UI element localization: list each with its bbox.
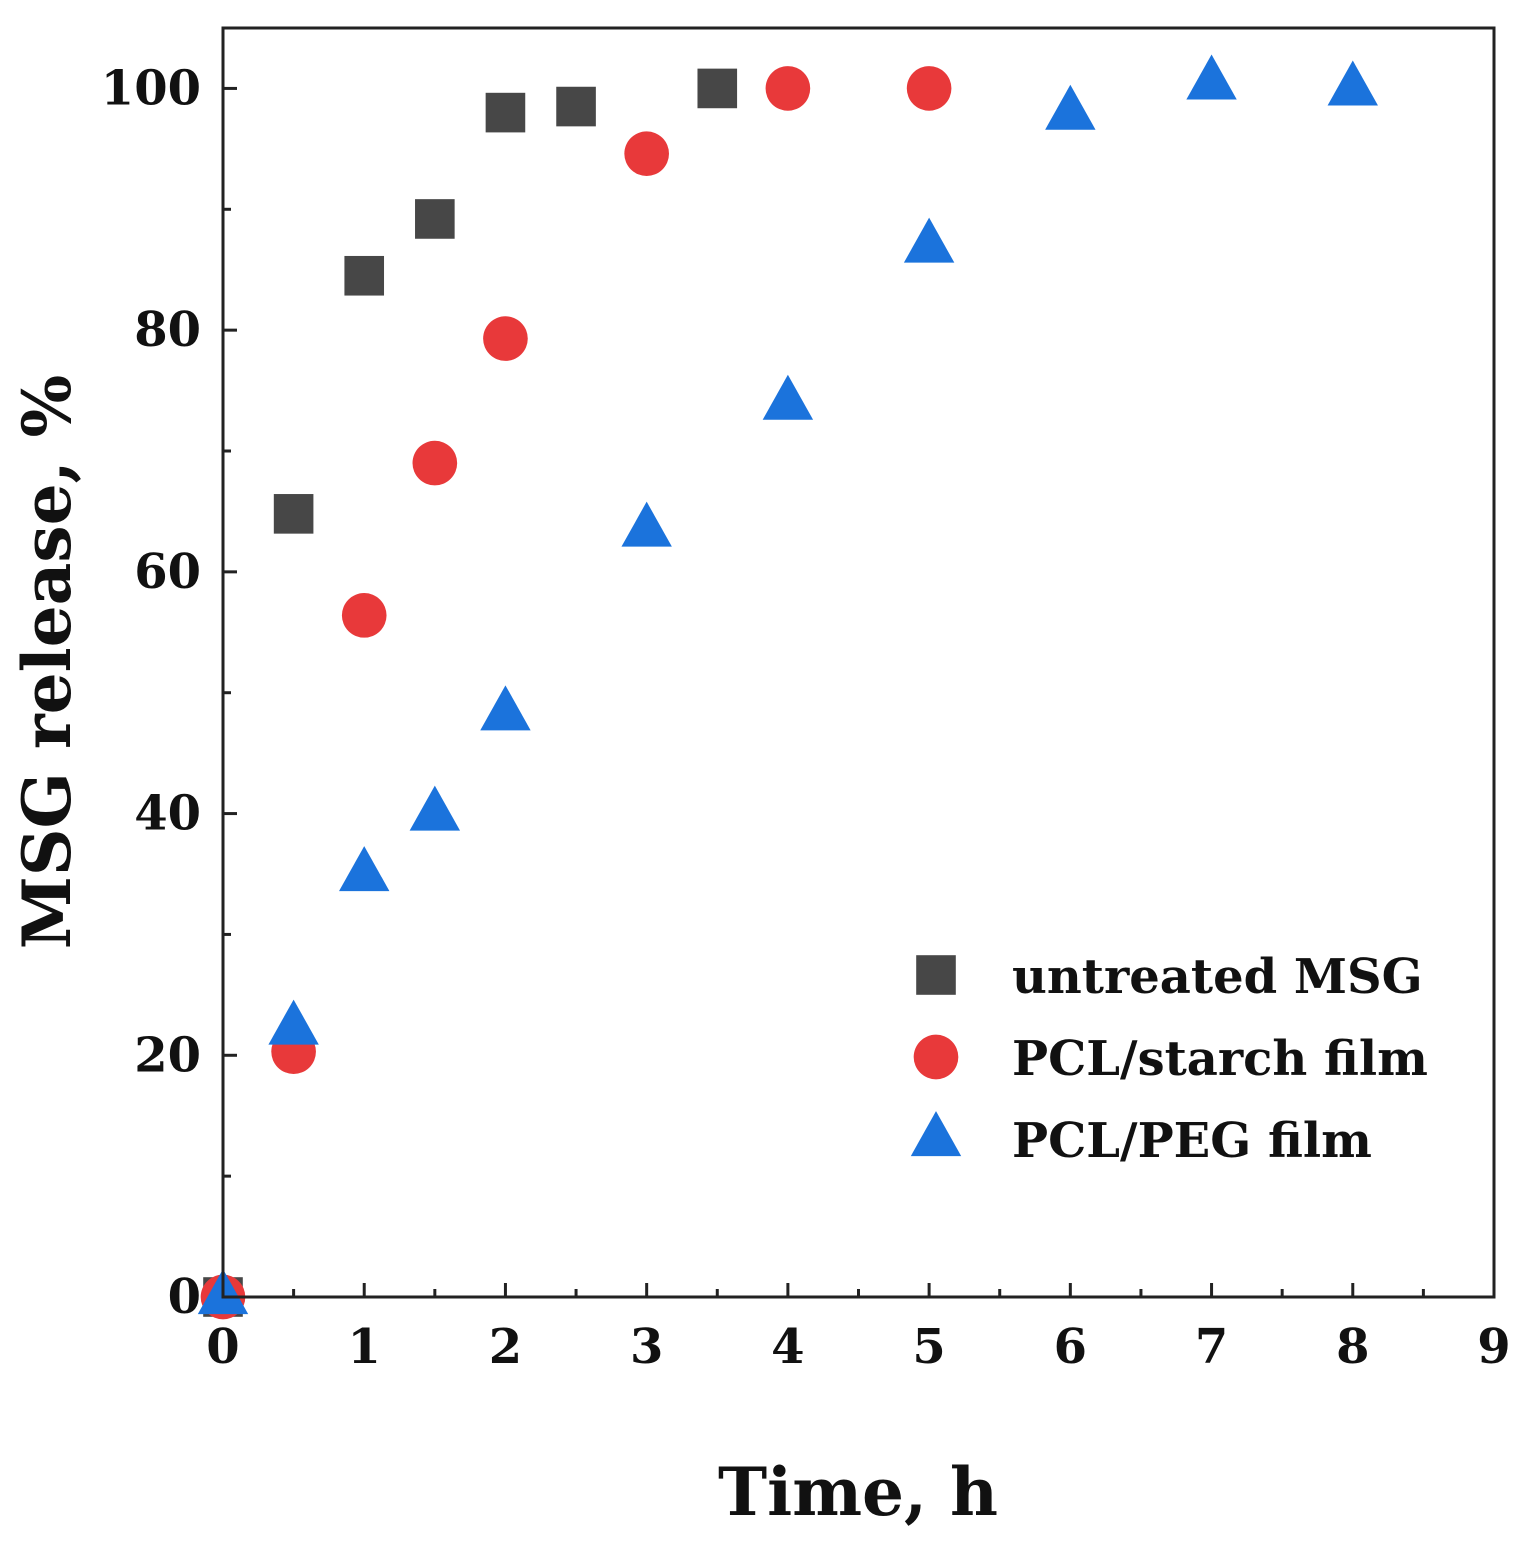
x-tick-label: 2 (489, 1319, 522, 1375)
x-tick-label: 6 (1054, 1319, 1087, 1375)
x-tick-label: 5 (912, 1319, 945, 1375)
x-tick-label: 4 (771, 1319, 804, 1375)
y-tick-label: 20 (134, 1027, 201, 1083)
x-tick-label: 8 (1336, 1319, 1369, 1375)
y-tick-label: 0 (168, 1269, 201, 1325)
data-point-triangle (339, 846, 390, 892)
x-axis-title: Time, h (718, 1453, 998, 1531)
y-tick-label: 40 (134, 786, 201, 842)
legend-label: PCL/starch film (1012, 1031, 1428, 1087)
y-axis-title: MSG release, % (8, 375, 86, 949)
x-tick-label: 7 (1195, 1319, 1228, 1375)
x-tick-label: 3 (630, 1319, 663, 1375)
data-point-triangle (762, 374, 814, 420)
data-point-square (556, 86, 596, 127)
series-triangle (197, 54, 1378, 1315)
data-point-circle (765, 66, 811, 111)
y-tick-label: 60 (134, 544, 201, 600)
data-point-square (485, 92, 526, 133)
data-point-triangle (1045, 84, 1096, 130)
legend-marker-square (916, 955, 956, 995)
data-point-circle (624, 131, 669, 177)
ticks-layer: 0 1 2 3 4 5 6 7 8 9 0 20 40 60 80 100 (101, 60, 1511, 1375)
data-point-triangle (903, 217, 955, 263)
data-point-triangle (1327, 60, 1378, 106)
y-tick-label: 100 (101, 60, 201, 116)
data-point-triangle (480, 685, 531, 731)
x-tick-label: 9 (1477, 1319, 1510, 1375)
data-point-circle (341, 593, 387, 638)
x-tick-label: 0 (206, 1319, 239, 1375)
data-point-circle (906, 66, 952, 111)
data-point-triangle (268, 999, 319, 1045)
legend-marker-circle (913, 1034, 959, 1080)
legend-marker-triangle (910, 1111, 962, 1157)
data-point-square (697, 68, 738, 109)
legend-label: untreated MSG (1012, 949, 1423, 1005)
y-tick-label: 80 (134, 302, 201, 358)
data-point-circle (483, 316, 528, 361)
legend-label: PCL/PEG film (1012, 1113, 1372, 1169)
data-point-triangle (409, 785, 461, 831)
series-layer (197, 54, 1378, 1320)
data-point-square (344, 255, 385, 296)
data-point-square (415, 199, 455, 239)
data-point-square (273, 494, 314, 534)
legend: untreated MSG PCL/starch film PCL/PEG film (910, 949, 1428, 1169)
x-tick-label: 1 (348, 1319, 381, 1375)
data-point-triangle (1186, 54, 1237, 100)
data-point-triangle (621, 501, 672, 547)
data-point-circle (412, 440, 458, 486)
